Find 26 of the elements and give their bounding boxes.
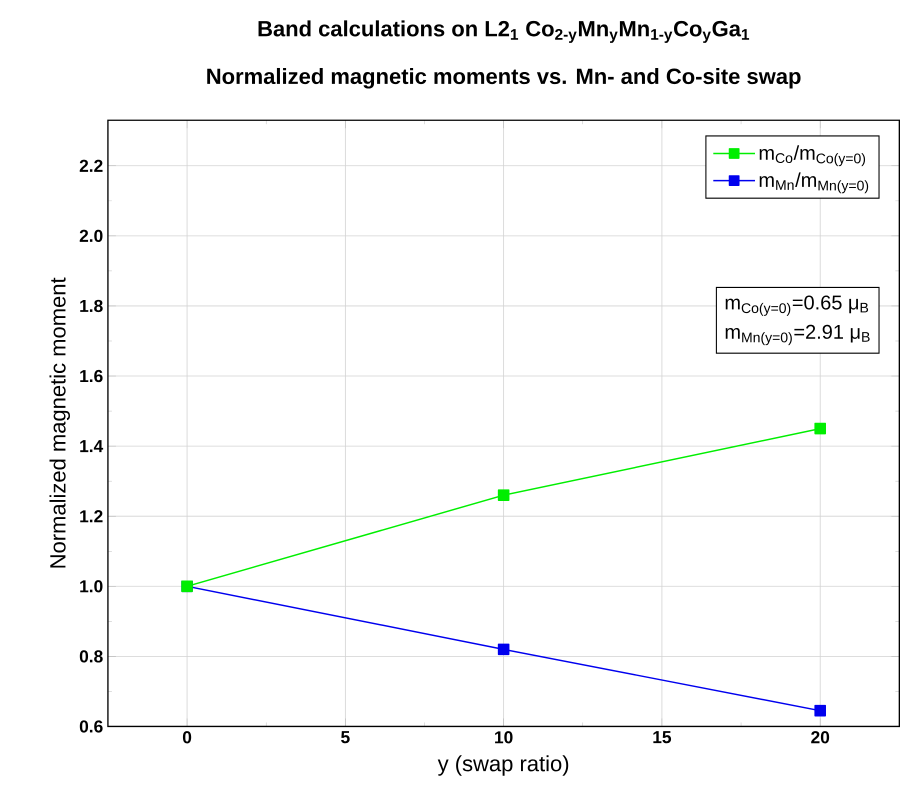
y-tick-label: 1.6: [80, 370, 103, 382]
y-tick-label: 2.0: [80, 230, 103, 242]
x-tick-label: 0: [182, 730, 192, 744]
legend-label: m$_{Co}$/m$_{Co(y=0)}$: [760, 145, 866, 166]
x-tick-label: 20: [811, 730, 830, 744]
chart-subtitle: Normalized magnetic moments vs. Mn- and Co-site swap: [207, 68, 801, 88]
y-tick-label: 2.2: [80, 160, 103, 172]
y-tick-label: 1.2: [80, 510, 103, 522]
legend-label: m$_{Mn}$/m$_{Mn(y=0)}$: [760, 172, 868, 194]
point: [498, 643, 510, 655]
y-tick-label: 0.8: [80, 650, 103, 662]
y-axis-title: Normalized magnetic moment: [50, 277, 70, 568]
point: [498, 489, 510, 501]
annotation: m$_{Co(y=0)}$=0.65 μ$_{B}$: [726, 295, 868, 316]
x-tick-label: 10: [495, 730, 513, 744]
x-axis-title: y (swap ratio): [438, 755, 568, 776]
y-tick-label: 1.0: [80, 580, 103, 592]
chart-title: Band calculations on L2$_{1}$ Co$_{2-y}$Mn$_{y}$Mn$_{1-y}$Co$_{y}$Ga$_{1}$: [258, 20, 750, 43]
annotation: m$_{Mn(y=0)}$=2.91 μ$_{B}$: [726, 324, 870, 345]
point: [814, 704, 826, 716]
y-tick-label: 1.4: [80, 440, 104, 452]
y-tick-label: 1.8: [80, 300, 103, 312]
y-tick-label: 0.6: [80, 720, 103, 732]
point: [814, 422, 826, 434]
x-tick-label: 5: [341, 730, 350, 744]
x-tick-label: 15: [653, 730, 672, 744]
